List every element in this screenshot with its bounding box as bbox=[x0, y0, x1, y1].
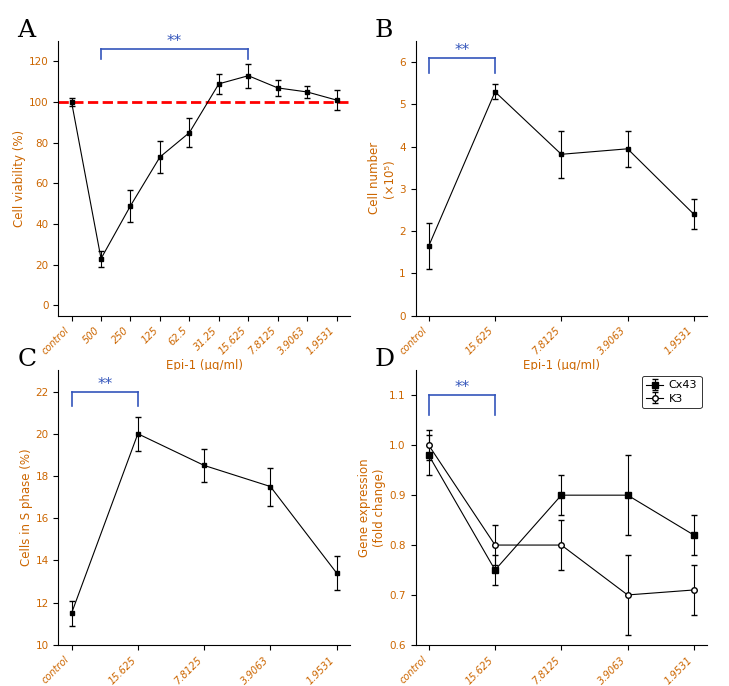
Text: A: A bbox=[17, 19, 36, 43]
Y-axis label: Cells in S phase (%): Cells in S phase (%) bbox=[20, 449, 33, 567]
Text: D: D bbox=[375, 348, 395, 372]
Y-axis label: Cell viability (%): Cell viability (%) bbox=[13, 130, 26, 227]
Legend: Cx43, K3: Cx43, K3 bbox=[642, 376, 701, 408]
X-axis label: Epi-1 (μg/ml): Epi-1 (μg/ml) bbox=[523, 359, 600, 372]
Text: **: ** bbox=[454, 43, 469, 58]
Text: B: B bbox=[375, 19, 393, 43]
X-axis label: Epi-1 (μg/ml): Epi-1 (μg/ml) bbox=[165, 359, 243, 372]
Y-axis label: Cell number
(×10⁵): Cell number (×10⁵) bbox=[368, 142, 397, 215]
Text: C: C bbox=[17, 348, 36, 372]
Text: **: ** bbox=[454, 380, 469, 395]
Text: **: ** bbox=[167, 34, 182, 49]
Y-axis label: Gene expression
(fold change): Gene expression (fold change) bbox=[359, 458, 386, 557]
Text: **: ** bbox=[97, 377, 112, 392]
